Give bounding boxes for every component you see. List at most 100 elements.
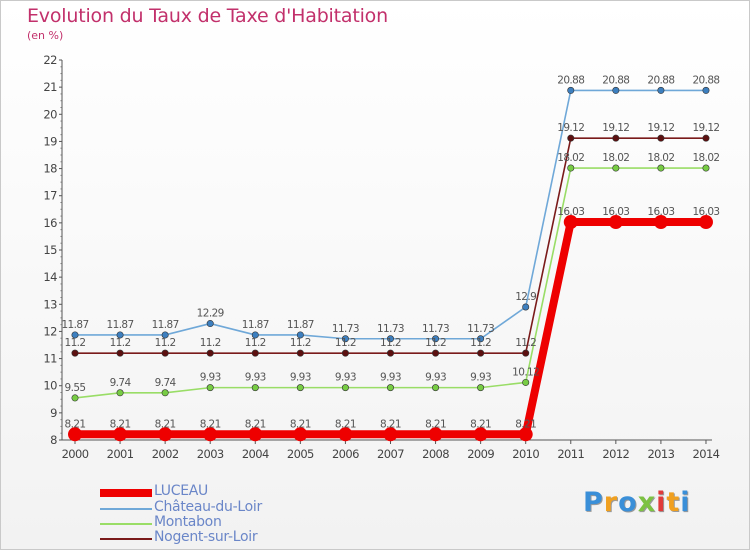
data-point xyxy=(702,164,710,172)
data-label: 9.93 xyxy=(470,372,491,384)
data-point xyxy=(68,427,82,442)
data-label: 9.93 xyxy=(290,372,311,384)
data-label: 16.03 xyxy=(557,206,584,218)
data-label: 11.2 xyxy=(380,337,401,349)
legend-swatch xyxy=(100,523,152,525)
data-point xyxy=(116,389,124,397)
legend-label: LUCEAU xyxy=(154,483,208,499)
legend-item: LUCEAU xyxy=(100,483,360,500)
data-label: 11.2 xyxy=(290,337,311,349)
data-label: 8.21 xyxy=(110,418,131,430)
logo-letter: i xyxy=(680,487,691,518)
data-point xyxy=(338,427,353,442)
x-tick-label: 2011 xyxy=(557,447,584,461)
data-point xyxy=(71,331,79,339)
data-label: 11.2 xyxy=(425,337,446,349)
legend-item: Château-du-Loir xyxy=(100,499,360,516)
data-point xyxy=(567,134,575,142)
data-point xyxy=(251,331,259,339)
data-label: 18.02 xyxy=(557,152,584,164)
legend-swatch xyxy=(100,508,152,510)
x-tick-label: 2009 xyxy=(467,447,494,461)
data-point xyxy=(383,427,398,442)
data-point xyxy=(251,384,259,392)
data-point xyxy=(158,427,173,442)
data-point xyxy=(161,389,169,397)
data-point xyxy=(428,427,443,442)
data-label: 16.03 xyxy=(602,206,629,218)
data-point xyxy=(206,384,214,392)
data-label: 19.12 xyxy=(692,122,719,134)
y-tick-label: 8 xyxy=(50,433,57,447)
x-tick-label: 2014 xyxy=(693,447,720,461)
data-point xyxy=(473,427,488,442)
data-point xyxy=(702,86,710,94)
data-label: 11.2 xyxy=(245,337,266,349)
data-label: 11.87 xyxy=(242,319,269,331)
data-label: 8.21 xyxy=(335,418,356,430)
y-tick-label: 20 xyxy=(43,107,57,121)
logo-letter: i xyxy=(656,487,667,518)
y-tick-label: 15 xyxy=(43,243,57,257)
x-tick-label: 2000 xyxy=(62,447,89,461)
data-label: 12.9 xyxy=(515,291,536,303)
x-tick-label: 2013 xyxy=(647,447,674,461)
logo-letter: t xyxy=(666,487,681,518)
data-point xyxy=(657,86,665,94)
data-point xyxy=(251,349,259,357)
legend-label: Château-du-Loir xyxy=(154,499,262,515)
logo-letter: x xyxy=(637,487,657,518)
y-tick-label: 13 xyxy=(43,297,57,311)
data-label: 18.02 xyxy=(602,152,629,164)
data-point xyxy=(71,349,79,357)
data-label: 11.87 xyxy=(61,319,88,331)
y-tick-label: 12 xyxy=(43,324,57,338)
data-point xyxy=(203,427,218,442)
data-label: 9.93 xyxy=(245,372,266,384)
data-label: 11.2 xyxy=(515,337,536,349)
logo-letter: r xyxy=(603,487,619,518)
data-label: 12.29 xyxy=(197,308,224,320)
x-tick-label: 2010 xyxy=(512,447,539,461)
data-point xyxy=(522,378,530,386)
legend-item: Montabon xyxy=(100,514,360,531)
y-tick-label: 17 xyxy=(43,189,57,203)
legend-item: Nogent-sur-Loir xyxy=(100,529,360,546)
data-label: 11.2 xyxy=(155,337,176,349)
logo-letter: P xyxy=(583,487,604,518)
x-tick-label: 2008 xyxy=(422,447,449,461)
data-label: 19.12 xyxy=(602,122,629,134)
data-point xyxy=(341,349,349,357)
data-label: 11.2 xyxy=(470,337,491,349)
data-point xyxy=(563,215,578,230)
series-line xyxy=(74,167,706,399)
y-tick-label: 10 xyxy=(43,379,57,393)
data-point xyxy=(293,427,308,442)
data-point xyxy=(341,384,349,392)
data-label: 11.2 xyxy=(65,337,86,349)
y-tick-label: 16 xyxy=(43,216,57,230)
data-point xyxy=(71,394,79,402)
data-point xyxy=(296,384,304,392)
data-label: 20.88 xyxy=(602,74,629,86)
data-point xyxy=(567,164,575,172)
data-point xyxy=(612,164,620,172)
x-tick-label: 2001 xyxy=(107,447,134,461)
data-label: 8.21 xyxy=(245,418,266,430)
data-label: 11.2 xyxy=(335,337,356,349)
data-label: 18.02 xyxy=(692,152,719,164)
data-point xyxy=(113,427,128,442)
legend-swatch xyxy=(100,489,152,497)
data-point xyxy=(206,349,214,357)
data-label: 10.12 xyxy=(512,366,539,378)
data-point xyxy=(116,331,124,339)
data-label: 8.21 xyxy=(380,418,401,430)
x-tick-label: 2003 xyxy=(197,447,224,461)
data-label: 16.03 xyxy=(692,206,719,218)
data-point xyxy=(386,384,394,392)
y-tick-label: 18 xyxy=(43,162,57,176)
data-point xyxy=(386,349,394,357)
data-point xyxy=(116,349,124,357)
data-point xyxy=(296,331,304,339)
data-label: 8.21 xyxy=(200,418,221,430)
